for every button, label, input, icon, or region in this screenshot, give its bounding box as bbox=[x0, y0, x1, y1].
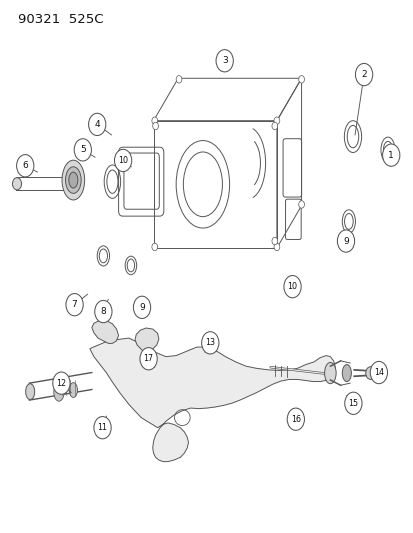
Text: 14: 14 bbox=[373, 368, 383, 377]
Text: 90321  525C: 90321 525C bbox=[18, 13, 103, 26]
Circle shape bbox=[114, 149, 131, 172]
Ellipse shape bbox=[65, 167, 81, 193]
Polygon shape bbox=[90, 338, 335, 462]
Circle shape bbox=[271, 237, 277, 245]
Text: 13: 13 bbox=[205, 338, 215, 348]
Circle shape bbox=[287, 408, 304, 430]
Circle shape bbox=[66, 294, 83, 316]
Text: 7: 7 bbox=[71, 300, 77, 309]
Text: 9: 9 bbox=[342, 237, 348, 246]
Ellipse shape bbox=[69, 172, 78, 188]
Circle shape bbox=[88, 114, 106, 135]
Ellipse shape bbox=[62, 160, 84, 200]
Ellipse shape bbox=[69, 383, 77, 398]
Text: 10: 10 bbox=[118, 156, 128, 165]
Circle shape bbox=[273, 117, 279, 124]
Circle shape bbox=[271, 122, 277, 130]
Ellipse shape bbox=[12, 177, 21, 190]
Circle shape bbox=[355, 63, 372, 86]
Text: 2: 2 bbox=[361, 70, 366, 79]
Circle shape bbox=[53, 372, 70, 394]
Text: 3: 3 bbox=[221, 56, 227, 65]
Circle shape bbox=[344, 392, 361, 415]
Ellipse shape bbox=[54, 383, 64, 401]
Circle shape bbox=[283, 276, 300, 298]
Circle shape bbox=[152, 243, 157, 251]
Ellipse shape bbox=[342, 365, 351, 382]
Text: 4: 4 bbox=[94, 120, 100, 129]
Circle shape bbox=[216, 50, 233, 72]
Text: 10: 10 bbox=[287, 282, 297, 291]
Ellipse shape bbox=[324, 362, 335, 384]
Circle shape bbox=[382, 144, 399, 166]
Circle shape bbox=[94, 417, 111, 439]
Circle shape bbox=[17, 155, 34, 177]
Circle shape bbox=[176, 76, 181, 83]
Circle shape bbox=[74, 139, 91, 161]
Circle shape bbox=[201, 332, 218, 354]
Polygon shape bbox=[135, 328, 159, 351]
Ellipse shape bbox=[26, 384, 35, 400]
Circle shape bbox=[365, 367, 375, 379]
Circle shape bbox=[298, 76, 304, 83]
Text: 9: 9 bbox=[139, 303, 145, 312]
Text: 15: 15 bbox=[347, 399, 358, 408]
Text: 17: 17 bbox=[143, 354, 153, 364]
Polygon shape bbox=[92, 320, 118, 343]
Text: 11: 11 bbox=[97, 423, 107, 432]
Circle shape bbox=[133, 296, 150, 318]
Text: 6: 6 bbox=[22, 161, 28, 170]
Circle shape bbox=[95, 301, 112, 322]
Circle shape bbox=[337, 230, 354, 252]
Text: 12: 12 bbox=[56, 378, 66, 387]
Circle shape bbox=[369, 361, 387, 384]
Text: 16: 16 bbox=[290, 415, 300, 424]
Circle shape bbox=[152, 117, 157, 124]
Circle shape bbox=[298, 201, 304, 208]
Circle shape bbox=[152, 122, 158, 130]
Text: 8: 8 bbox=[100, 307, 106, 316]
Circle shape bbox=[273, 243, 279, 251]
Text: 1: 1 bbox=[387, 151, 393, 160]
Circle shape bbox=[140, 348, 157, 370]
Text: 5: 5 bbox=[80, 146, 85, 155]
